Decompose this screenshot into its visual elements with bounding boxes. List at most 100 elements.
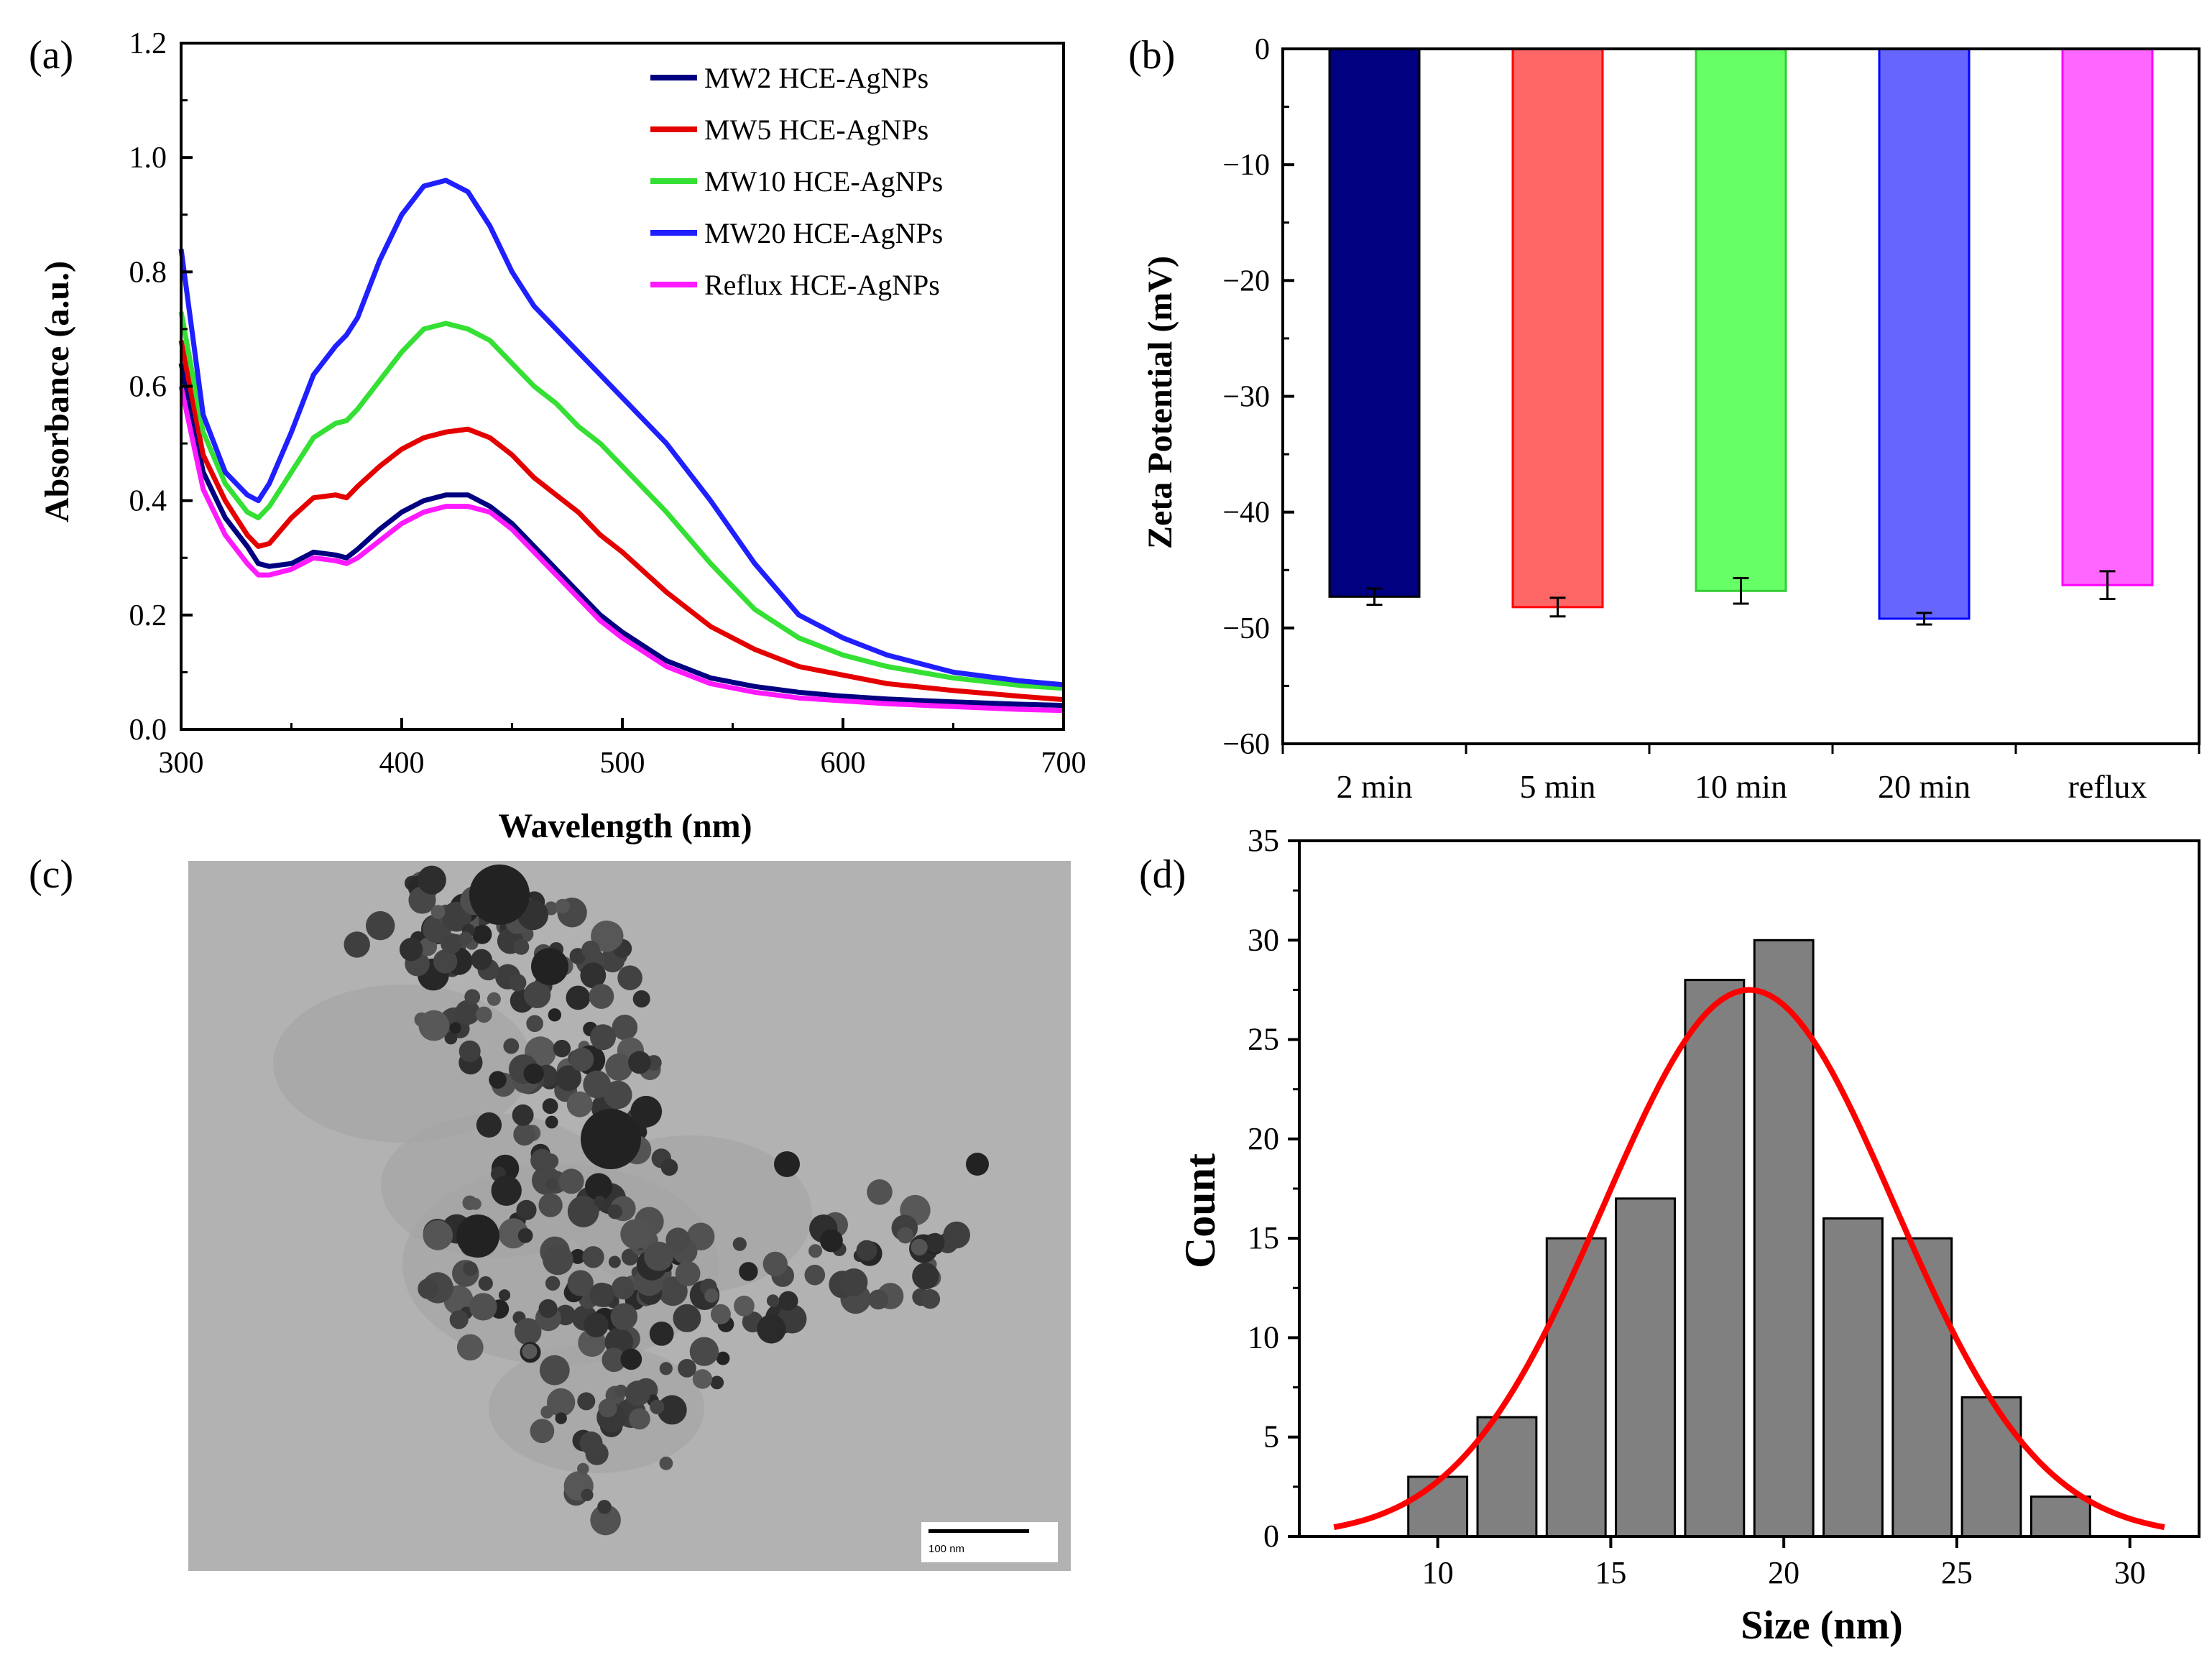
nanoparticle <box>673 1304 701 1332</box>
x-category-label-2: 10 min <box>1695 768 1787 805</box>
x-category-label-0: 2 min <box>1336 768 1412 805</box>
panel-b-y-axis-title: Zeta Potential (mV) <box>1141 256 1179 549</box>
nanoparticle <box>920 1288 941 1309</box>
panel-b-label: (b) <box>1128 33 1175 78</box>
nanoparticle <box>476 1006 492 1023</box>
nanoparticle <box>555 898 571 913</box>
nanoparticle <box>570 1248 586 1264</box>
panel-b-zeta-chart: (b) 2 min 5 min 10 min 20 min reflux 0 −10 −20 −… <box>1128 33 2201 805</box>
large-nanoparticle-1 <box>581 1109 641 1169</box>
nanoparticle <box>344 931 370 958</box>
legend-label-2: MW10 HCE-AgNPs <box>704 165 943 198</box>
nanoparticle <box>657 1395 687 1425</box>
x-category-label-3: 20 min <box>1878 768 1971 805</box>
panel-a-absorbance-chart: (a) 300 400 500 600 700 0.0 0.2 0.4 0.6 0.8 1.0 1.2… <box>29 27 1087 845</box>
nanoparticle <box>418 1278 438 1299</box>
y-tick-label-1: −10 <box>1222 149 1270 182</box>
nanoparticle <box>840 1268 868 1296</box>
nanoparticle <box>625 1380 651 1406</box>
nanoparticle <box>632 990 650 1008</box>
x-tick-label-3: 25 <box>1941 1555 1973 1590</box>
legend-label-1: MW5 HCE-AgNPs <box>704 114 928 146</box>
y-tick-label-1: 5 <box>1263 1419 1279 1455</box>
nanoparticle <box>449 1310 469 1329</box>
nanoparticle <box>555 1412 567 1424</box>
scale-bar <box>928 1529 1029 1533</box>
series-line-0 <box>178 363 1064 709</box>
nanoparticle <box>804 1264 826 1286</box>
tem-micrograph <box>188 861 1071 1571</box>
nanoparticle <box>543 1244 573 1276</box>
histogram-bar-7 <box>1891 1237 1953 1538</box>
nanoparticle <box>566 1091 593 1117</box>
nanoparticle <box>545 1276 561 1291</box>
nanoparticle <box>659 1456 673 1470</box>
nanoparticle <box>710 1375 724 1390</box>
nanoparticle <box>523 981 551 1009</box>
y-tick-label-4: 0.8 <box>129 256 167 289</box>
nanoparticle <box>867 1179 893 1205</box>
y-tick-label-4: 20 <box>1248 1121 1279 1156</box>
x-tick-label-4: 700 <box>1041 747 1087 780</box>
nanoparticle <box>577 1462 589 1475</box>
nanoparticle <box>441 933 462 954</box>
nanoparticle <box>556 1065 582 1092</box>
nanoparticle <box>517 1228 533 1243</box>
nanoparticle <box>778 1291 798 1311</box>
nanoparticle <box>417 865 446 895</box>
large-nanoparticle-2 <box>531 948 568 985</box>
nanoparticle <box>469 1293 497 1321</box>
nanoparticle <box>478 1276 493 1291</box>
large-nanoparticle-4 <box>774 1151 800 1177</box>
nanoparticle <box>598 1398 617 1418</box>
nanoparticle <box>583 1070 612 1099</box>
nanoparticle <box>580 962 607 989</box>
nanoparticle <box>553 1039 571 1058</box>
histogram-bar-6 <box>1822 1217 1884 1538</box>
x-tick-label-2: 20 <box>1768 1555 1799 1590</box>
nanoparticle <box>689 1337 719 1366</box>
nanoparticle <box>585 1173 613 1201</box>
nanoparticle <box>868 1289 889 1310</box>
nanoparticle <box>418 1010 450 1041</box>
nanoparticle <box>650 1399 665 1415</box>
legend-label-4: Reflux HCE-AgNPs <box>704 269 940 301</box>
panel-a-x-axis-title: Wavelength (nm) <box>498 807 752 845</box>
histogram-bar-2 <box>1545 1237 1607 1538</box>
scale-bar-box <box>921 1522 1058 1562</box>
nanoparticle <box>542 1098 558 1115</box>
nanoparticle <box>590 1504 621 1536</box>
nanoparticle <box>545 1178 558 1191</box>
y-tick-label-6: 1.2 <box>129 27 167 60</box>
nanoparticle <box>911 1238 928 1256</box>
histogram-bar-1 <box>1476 1416 1538 1538</box>
nanoparticle <box>820 1229 843 1253</box>
panel-d-size-histogram: (d) 10 15 20 25 30 0 5 10 15 20 25 30 35 Size (nm) C… <box>1139 823 2201 1648</box>
nanoparticle <box>577 1392 596 1411</box>
nanoparticle <box>567 1270 594 1296</box>
x-tick-label-0: 10 <box>1422 1555 1454 1590</box>
nanoparticle <box>757 1314 786 1344</box>
nanoparticle <box>644 1241 674 1271</box>
y-tick-label-3: −30 <box>1222 381 1270 414</box>
nanoparticle <box>513 939 530 955</box>
nanoparticle <box>739 1262 758 1281</box>
nanoparticle <box>430 905 446 919</box>
zeta-bar-0 <box>1328 47 1421 598</box>
nanoparticle <box>514 1318 542 1345</box>
nanoparticle <box>539 1355 570 1386</box>
zeta-bar-4 <box>2061 47 2154 586</box>
large-nanoparticle-0 <box>469 865 530 925</box>
nanoparticle <box>433 949 458 974</box>
y-tick-label-2: −20 <box>1222 264 1270 298</box>
series-line-4 <box>178 385 1064 714</box>
nanoparticle <box>734 1295 755 1317</box>
nanoparticle <box>516 1199 537 1220</box>
panel-a-plot-area: 300 400 500 600 700 0.0 0.2 0.4 0.6 0.8 1.0 1.2 <box>129 27 1087 780</box>
nanoparticle <box>629 1408 650 1430</box>
nanoparticle <box>581 940 600 959</box>
panel-a-label: (a) <box>29 33 73 78</box>
nanoparticle <box>704 1288 719 1303</box>
nanoparticle <box>498 1289 511 1301</box>
nanoparticle <box>538 1193 563 1217</box>
